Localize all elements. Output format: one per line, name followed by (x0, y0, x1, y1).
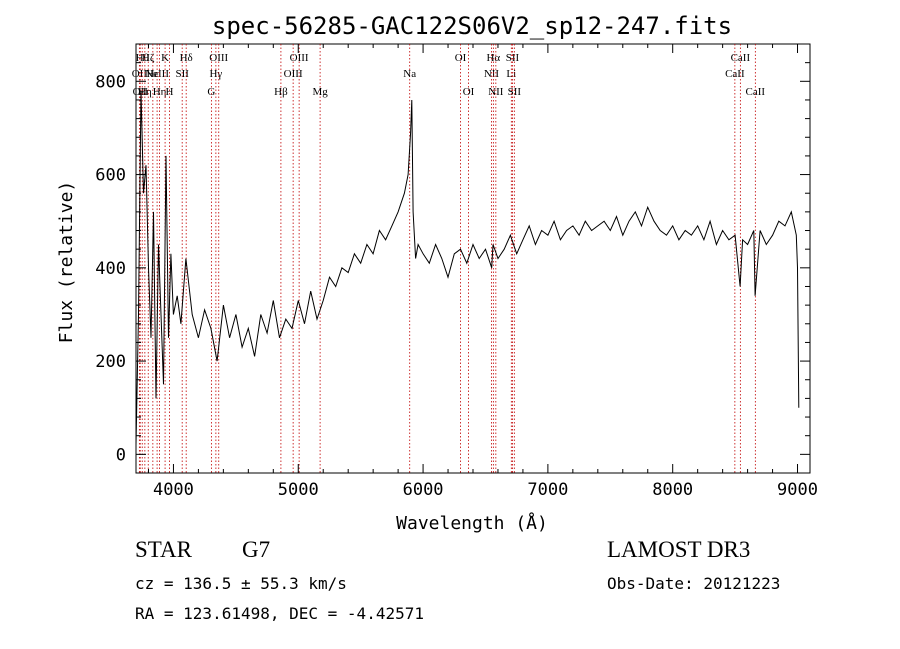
marker-label-6: NeIII (145, 68, 169, 80)
chart-title: spec-56285-GAC122S06V2_sp12-247.fits (212, 12, 732, 40)
marker-label-12: G (207, 86, 215, 98)
marker-label-25: Li (506, 68, 516, 80)
x-tick-label-5: 9000 (777, 480, 818, 500)
marker-label-8: K (161, 52, 169, 64)
x-tick-label-3: 7000 (527, 480, 568, 500)
survey-name: LAMOST DR3 (607, 537, 751, 562)
marker-label-9: H (165, 86, 173, 98)
marker-label-18: Mg (312, 86, 328, 98)
coordinates: RA = 123.61498, DEC = -4.42571 (135, 604, 424, 623)
marker-label-0: OII (132, 68, 148, 80)
x-tick-label-4: 8000 (652, 480, 693, 500)
marker-label-3: Hη (138, 86, 152, 98)
marker-label-20: OI (455, 52, 467, 64)
marker-label-22: NII (484, 68, 500, 80)
y-tick-label-1: 200 (95, 352, 126, 372)
marker-label-13: Hγ (209, 68, 222, 80)
series-group (135, 90, 800, 446)
series-line-flux (135, 90, 800, 446)
marker-label-10: SII (175, 68, 189, 80)
marker-label-17: OIII (290, 52, 309, 64)
marker-label-7: Hη (153, 86, 167, 98)
object-class: STAR (135, 537, 192, 562)
line-markers: OIIOIIHθHηHζHεNeIIIHηKHSIIHδGHγOIIIHβOII… (132, 44, 766, 473)
x-axis-label: Wavelength (Å) (396, 512, 548, 534)
marker-label-1: OII (133, 86, 149, 98)
x-tick-label-2: 6000 (403, 480, 444, 500)
axis-ticks: 4000 5000 6000 7000 8000 9000 0 200 400 600 800 (95, 43, 818, 500)
marker-label-29: CaII (731, 52, 751, 64)
object-subclass: G7 (242, 537, 271, 562)
marker-label-14: OIII (209, 52, 228, 64)
marker-label-15: Hβ (274, 86, 288, 98)
marker-label-19: Na (403, 68, 416, 80)
marker-label-28: CaII (725, 68, 745, 80)
marker-label-11: Hδ (180, 52, 193, 64)
marker-label-23: Hα (486, 52, 500, 64)
x-tick-label-1: 5000 (278, 480, 319, 500)
marker-label-24: NII (488, 86, 504, 98)
marker-label-26: SII (506, 52, 520, 64)
marker-label-16: OIII (284, 68, 303, 80)
marker-label-27: SII (508, 86, 522, 98)
y-tick-label-2: 400 (95, 259, 126, 279)
y-tick-label-4: 800 (95, 72, 126, 92)
observation-date: Obs-Date: 20121223 (607, 574, 781, 593)
redshift-value: cz = 136.5 ± 55.3 km/s (135, 574, 347, 593)
y-axis-label: Flux (relative) (56, 181, 77, 344)
marker-label-4: Hζ (142, 52, 155, 64)
marker-label-5: Hε (147, 68, 160, 80)
y-tick-label-0: 0 (116, 445, 126, 465)
marker-label-21: OI (463, 86, 475, 98)
plot-frame (135, 43, 811, 474)
marker-label-2: Hθ (136, 52, 149, 64)
y-tick-label-3: 600 (95, 166, 126, 186)
marker-label-30: CaII (746, 86, 766, 98)
x-tick-label-0: 4000 (153, 480, 194, 500)
